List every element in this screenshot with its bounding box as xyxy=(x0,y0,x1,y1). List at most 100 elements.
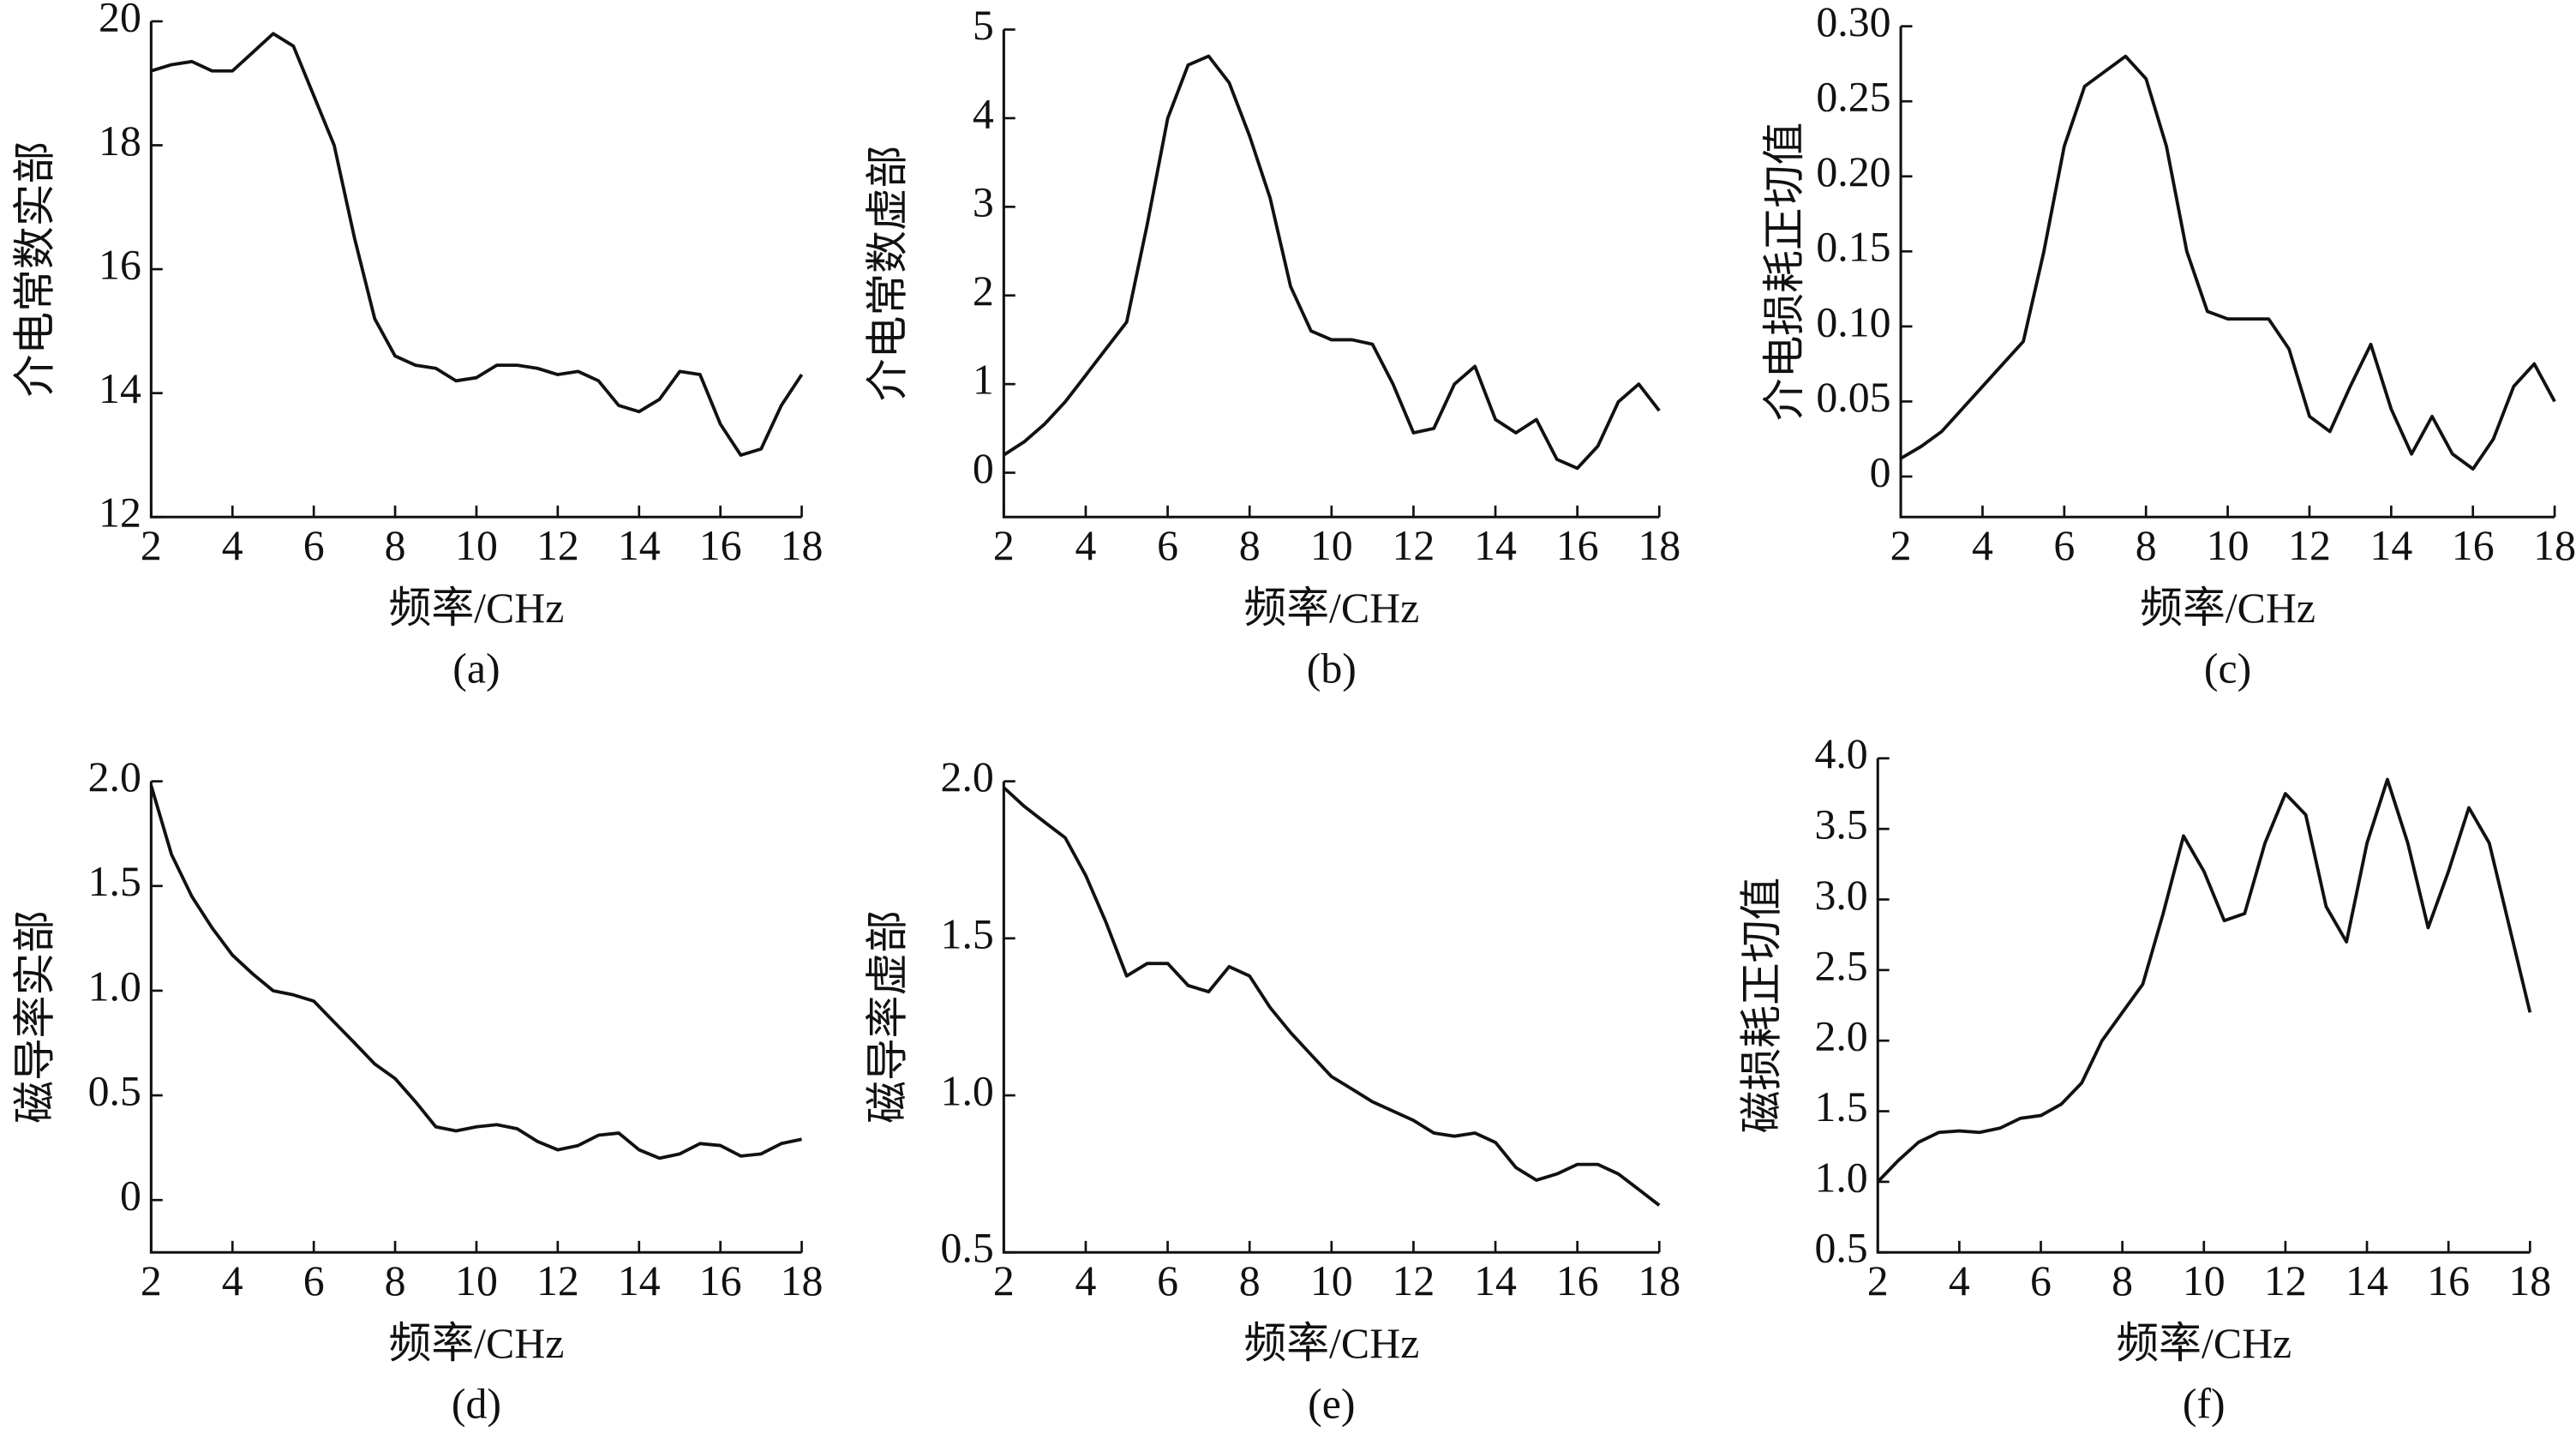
y-tick-label: 0.15 xyxy=(1816,224,1890,271)
x-tick-label: 8 xyxy=(1239,522,1261,569)
x-tick-label: 6 xyxy=(1157,522,1178,569)
data-line xyxy=(1003,786,1661,1207)
x-tick-label: 16 xyxy=(699,1257,742,1304)
y-tick-label: 0 xyxy=(1870,448,1891,495)
x-tick-label: 10 xyxy=(1310,522,1353,569)
y-tick-label: 0.20 xyxy=(1816,148,1890,195)
x-tick-label: 10 xyxy=(455,522,498,569)
axes xyxy=(149,781,802,1254)
x-tick-label: 8 xyxy=(385,522,406,569)
x-tick-label: 2 xyxy=(1890,522,1912,569)
y-axis-label: 磁导率实部 xyxy=(11,910,58,1124)
x-tick-label: 8 xyxy=(2136,522,2157,569)
x-tick-label: 12 xyxy=(1393,1257,1435,1304)
x-axis-label: 频率/CHz xyxy=(389,585,565,632)
y-tick-label: 0.05 xyxy=(1816,374,1890,421)
caption: (c) xyxy=(2204,645,2251,693)
y-tick-label: 0.5 xyxy=(941,1225,994,1272)
x-tick-label: 4 xyxy=(1949,1257,1970,1304)
x-tick-label: 2 xyxy=(1867,1257,1889,1304)
y-tick-label: 0 xyxy=(120,1172,141,1220)
x-tick-label: 8 xyxy=(385,1257,406,1304)
x-axis-label: 频率/CHz xyxy=(389,1320,565,1367)
x-tick-label: 18 xyxy=(1638,1257,1680,1304)
y-tick-label: 0.5 xyxy=(88,1068,141,1115)
y-tick-label: 0 xyxy=(973,445,994,492)
y-tick-label: 20 xyxy=(99,0,141,40)
y-tick-label: 18 xyxy=(99,117,141,165)
data-line xyxy=(149,785,802,1160)
x-tick-label: 18 xyxy=(2508,1257,2551,1304)
y-tick-label: 3.0 xyxy=(1814,872,1867,919)
y-axis-label: 介电常数实部 xyxy=(11,141,58,398)
caption: (f) xyxy=(2183,1381,2226,1428)
x-axis-label: 频率/CHz xyxy=(1243,585,1419,632)
x-tick-label: 10 xyxy=(455,1257,498,1304)
y-tick-label: 0.10 xyxy=(1816,298,1890,345)
y-tick-label: 4.0 xyxy=(1814,730,1867,777)
x-tick-label: 12 xyxy=(1393,522,1435,569)
data-line xyxy=(1876,777,2532,1184)
x-tick-label: 4 xyxy=(222,1257,243,1304)
x-axis-label: 频率/CHz xyxy=(2116,1320,2291,1367)
x-tick-label: 8 xyxy=(1239,1257,1261,1304)
x-tick-label: 6 xyxy=(303,522,325,569)
x-tick-label: 12 xyxy=(536,522,579,569)
y-tick-label: 4 xyxy=(973,90,994,137)
y-tick-label: 3.5 xyxy=(1814,801,1867,848)
x-tick-label: 14 xyxy=(2345,1257,2388,1304)
x-tick-label: 14 xyxy=(2369,522,2412,569)
x-tick-label: 16 xyxy=(1556,1257,1599,1304)
x-tick-label: 10 xyxy=(1310,1257,1353,1304)
x-axis-label: 频率/CHz xyxy=(1243,1320,1419,1367)
x-tick-label: 6 xyxy=(2030,1257,2052,1304)
x-tick-label: 14 xyxy=(618,1257,661,1304)
x-tick-label: 4 xyxy=(1075,522,1096,569)
x-tick-label: 16 xyxy=(2427,1257,2470,1304)
x-tick-label: 16 xyxy=(2452,522,2495,569)
y-tick-label: 2.5 xyxy=(1814,942,1867,989)
y-tick-label: 3 xyxy=(973,179,994,226)
y-tick-label: 1.5 xyxy=(88,858,141,905)
y-tick-label: 1.0 xyxy=(88,962,141,1010)
data-line xyxy=(1900,54,2556,471)
y-tick-label: 2.0 xyxy=(941,753,994,800)
x-tick-label: 4 xyxy=(1075,1257,1096,1304)
axes xyxy=(1002,29,1660,519)
x-tick-label: 14 xyxy=(1474,1257,1517,1304)
x-tick-label: 8 xyxy=(2112,1257,2133,1304)
x-tick-label: 12 xyxy=(2264,1257,2307,1304)
y-tick-label: 2.0 xyxy=(88,753,141,800)
x-tick-label: 4 xyxy=(1972,522,1993,569)
y-tick-label: 2.0 xyxy=(1814,1013,1867,1060)
y-tick-label: 0.30 xyxy=(1816,0,1890,45)
y-tick-label: 1.0 xyxy=(941,1068,994,1115)
caption: (b) xyxy=(1307,645,1357,693)
y-tick-label: 1 xyxy=(973,357,994,404)
caption: (d) xyxy=(452,1381,501,1428)
y-tick-label: 0.25 xyxy=(1816,74,1890,121)
x-tick-label: 10 xyxy=(2183,1257,2226,1304)
x-tick-label: 14 xyxy=(1474,522,1517,569)
axes xyxy=(1876,758,2531,1254)
x-axis-label: 频率/CHz xyxy=(2140,585,2315,632)
caption: (a) xyxy=(452,645,500,693)
x-tick-label: 14 xyxy=(618,522,661,569)
x-tick-label: 2 xyxy=(993,1257,1015,1304)
y-tick-label: 1.5 xyxy=(941,910,994,957)
y-tick-label: 1.0 xyxy=(1814,1154,1867,1201)
y-tick-label: 0.5 xyxy=(1814,1225,1867,1272)
axes xyxy=(149,21,802,519)
x-tick-label: 12 xyxy=(2288,522,2331,569)
y-tick-label: 1.5 xyxy=(1814,1083,1867,1130)
y-tick-label: 16 xyxy=(99,242,141,289)
x-tick-label: 12 xyxy=(536,1257,579,1304)
axes xyxy=(1899,26,2555,519)
axes xyxy=(1002,781,1660,1254)
x-tick-label: 2 xyxy=(141,1257,162,1304)
x-tick-label: 2 xyxy=(993,522,1015,569)
data-line xyxy=(150,32,804,457)
x-tick-label: 6 xyxy=(1157,1257,1178,1304)
y-axis-label: 介电常数虚部 xyxy=(864,146,911,402)
